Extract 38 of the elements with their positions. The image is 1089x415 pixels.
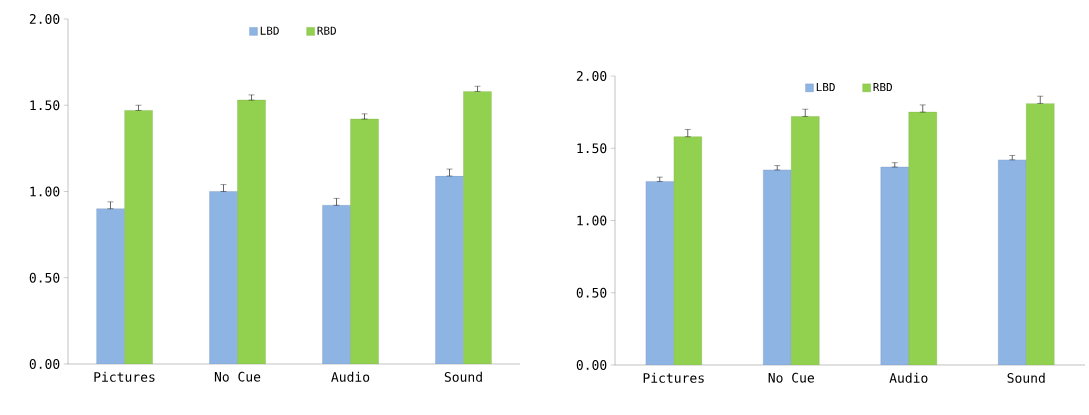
bar (124, 110, 153, 364)
bar (791, 116, 820, 365)
y-tick-label: 2.00 (576, 71, 607, 81)
bar (1026, 103, 1055, 365)
y-tick-label: 0.00 (29, 359, 60, 369)
legend-label: LBD (260, 26, 279, 35)
bar (322, 205, 351, 364)
y-tick-label: 2.00 (29, 14, 60, 24)
y-tick-label: 0.50 (29, 272, 60, 283)
x-tick-label: Audio (331, 371, 370, 382)
x-tick-label: No Cue (214, 371, 261, 382)
bar (908, 111, 937, 365)
bar (645, 181, 674, 365)
x-tick-label: Pictures (643, 372, 704, 383)
bar (237, 99, 266, 364)
bar (435, 175, 464, 364)
x-tick-label: Sound (444, 371, 482, 382)
y-tick-label: 1.00 (30, 186, 60, 197)
bar (463, 91, 492, 364)
bar (350, 118, 379, 364)
legend-label: RBD (873, 83, 892, 92)
y-tick-label: 1.00 (577, 215, 607, 226)
x-tick-label: Audio (889, 372, 928, 383)
bar (880, 166, 909, 365)
x-tick-label: Sound (1007, 372, 1045, 383)
y-tick-label: 1.50 (577, 143, 607, 154)
legend-label: LBD (816, 83, 835, 92)
x-tick-label: No Cue (768, 372, 814, 383)
bar (209, 191, 238, 364)
y-tick-label: 1.50 (30, 100, 60, 111)
bar (96, 208, 125, 364)
y-tick-label: 0.50 (576, 287, 607, 298)
y-tick-label: 0.00 (576, 360, 607, 370)
legend-label: RBD (317, 26, 336, 35)
x-tick-label: Pictures (94, 371, 155, 382)
bar (763, 169, 792, 365)
bar (673, 136, 702, 365)
bar (998, 159, 1027, 365)
